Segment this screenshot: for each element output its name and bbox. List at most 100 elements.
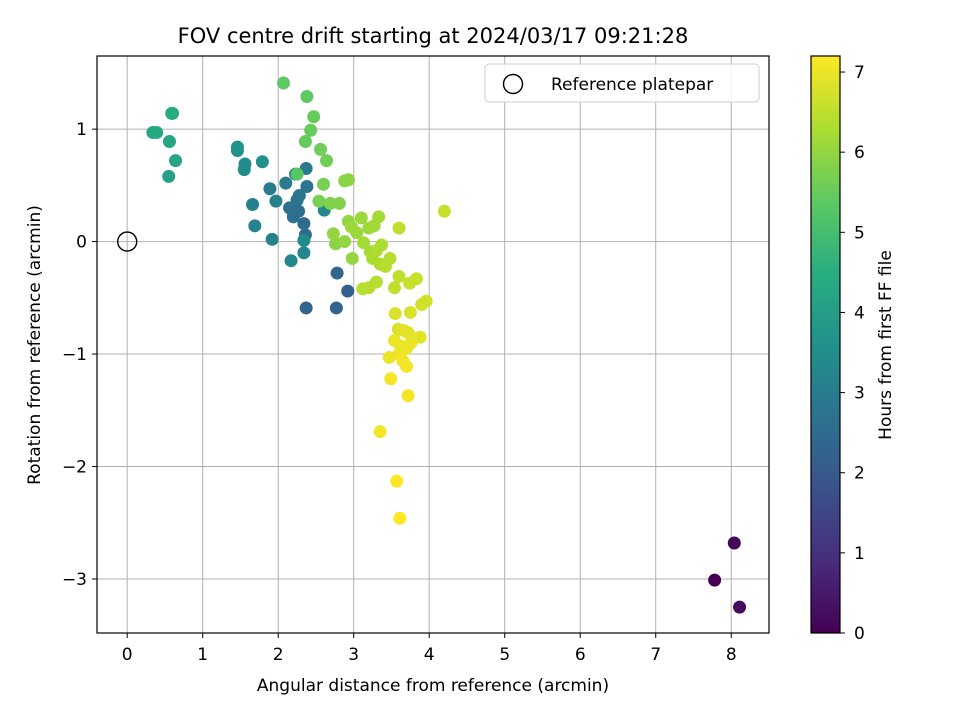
data-point [350,226,364,240]
data-point [326,227,340,241]
data-point [276,76,290,90]
data-point [307,110,321,124]
colorbar-tick-label: 5 [854,223,865,243]
data-point [341,173,355,187]
data-point [297,233,311,247]
colorbar-tick-label: 3 [854,384,865,404]
data-point [392,221,406,235]
data-point [162,134,176,148]
data-point [255,155,269,169]
legend: Reference platepar [484,63,760,103]
x-tick-label: 4 [424,645,435,665]
data-point [269,194,283,208]
data-point [727,536,741,550]
y-tick-label: −3 [62,570,87,590]
data-point [375,238,389,252]
data-point [284,254,298,268]
colorbar-tick-label: 0 [854,624,865,644]
data-point [369,275,383,289]
data-point [345,251,359,265]
y-tick-label: −2 [62,458,87,478]
grid-lines [97,56,769,633]
y-tick-label: 1 [76,120,87,140]
legend-label: Reference platepar [551,75,713,95]
reference-marker [117,231,138,252]
data-point [298,134,312,148]
x-tick-label: 6 [575,645,586,665]
x-axis-title: Angular distance from reference (arcmin) [257,676,609,696]
data-point [246,197,260,211]
data-point [404,336,418,350]
x-tick-label: 2 [273,645,284,665]
colorbar-tick-label: 7 [854,63,865,83]
data-point [320,154,334,168]
x-tick-label: 7 [650,645,661,665]
x-axis: 0 1 2 3 4 5 6 7 8 [122,633,737,665]
data-point [230,140,244,154]
data-point [304,123,318,137]
plot-frame [96,55,770,634]
data-point [392,269,406,283]
data-point [300,179,314,193]
data-point [166,106,180,120]
data-point [248,219,262,233]
legend-box [484,63,760,103]
data-point [312,194,326,208]
colorbar-tick-label: 4 [854,303,865,323]
data-point [384,372,398,386]
data-point [387,281,401,295]
data-point [297,246,311,260]
data-point [382,350,396,364]
data-point [437,204,451,218]
data-point [299,301,313,315]
data-point [419,294,433,308]
chart-title: FOV centre drift starting at 2024/03/17 … [178,24,689,48]
data-point [390,474,404,488]
colorbar-ticks: 0 1 2 3 4 5 6 7 [840,63,865,644]
y-axis: −3 −2 −1 0 1 [62,120,97,590]
data-point [297,217,311,231]
data-point [290,167,304,181]
reference-point [117,231,138,252]
colorbar: 0 1 2 3 4 5 6 7 Hours from first FF file [810,55,896,644]
data-point [401,389,415,403]
colorbar-title: Hours from first FF file [876,250,896,440]
data-point [383,251,397,265]
data-point [162,169,176,183]
data-point [400,359,414,373]
data-point [330,266,344,280]
data-point [409,272,423,286]
data-point [373,425,387,439]
colorbar-gradient [811,56,840,633]
data-points [146,76,747,614]
colorbar-tick-label: 6 [854,143,865,163]
data-point [388,307,402,321]
data-point [354,211,368,225]
y-tick-label: 0 [76,233,87,253]
data-point [403,305,417,319]
data-point [238,157,252,171]
data-point [357,236,371,250]
data-point [300,89,314,103]
x-tick-label: 3 [348,645,359,665]
y-axis-title: Rotation from reference (arcmin) [25,205,45,485]
x-tick-label: 8 [726,645,737,665]
data-point [733,600,747,614]
colorbar-frame [810,55,841,634]
colorbar-tick-label: 2 [854,464,865,484]
data-point [169,154,183,168]
data-point [708,573,722,587]
data-point [341,284,355,298]
data-point [313,142,327,156]
legend-marker [502,73,524,95]
data-point [329,301,343,315]
x-tick-label: 0 [122,645,133,665]
y-tick-label: −1 [62,345,87,365]
data-point [279,176,293,190]
data-point [292,188,306,202]
data-point [265,232,279,246]
data-point [338,235,352,249]
data-point [150,125,164,139]
data-point [372,210,386,224]
